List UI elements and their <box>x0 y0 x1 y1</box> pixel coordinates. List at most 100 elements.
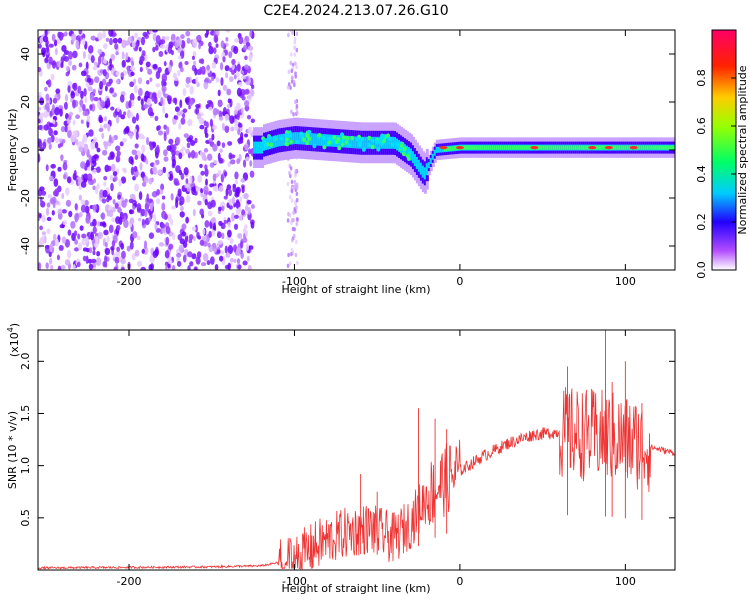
bottom-x-tick-label: 100 <box>615 575 636 588</box>
spectrogram-cell <box>152 250 158 259</box>
spectrogram-cell <box>471 145 475 150</box>
spectrogram-cell <box>220 77 224 86</box>
top-x-tick-label: -200 <box>117 275 142 288</box>
spectrogram-cell <box>182 108 188 113</box>
spectrogram-cell <box>52 97 58 104</box>
spectrogram-cell <box>109 87 114 94</box>
top-y-tick-label: 40 <box>19 47 32 61</box>
spectrogram-cell <box>80 119 84 124</box>
spectrogram-cell <box>290 251 293 257</box>
spectrogram-cell <box>294 239 298 245</box>
spectrogram-cell <box>292 217 295 223</box>
spectrogram-cell <box>251 84 255 90</box>
spectrogram-cell <box>568 145 572 150</box>
spectrogram-cell <box>658 145 662 150</box>
spectrogram-cell <box>236 102 241 111</box>
spectrogram-cell <box>234 179 239 185</box>
spectrogram-cell <box>366 136 370 149</box>
spectrogram-cell <box>185 30 191 37</box>
spectrogram-cell <box>337 145 342 151</box>
spectrogram-cell <box>105 37 110 42</box>
spectrogram-cell <box>192 208 196 217</box>
spectrogram-cell <box>274 135 278 148</box>
spectrogram-cell <box>41 231 47 236</box>
spectrogram-peak <box>455 146 464 150</box>
spectrogram-cell <box>115 155 121 163</box>
spectrogram-cell <box>115 145 121 152</box>
spectrogram-cell <box>580 145 584 150</box>
spectrogram-cell <box>358 142 363 147</box>
spectrogram-cell <box>215 43 219 48</box>
spectrogram-cell <box>116 106 120 112</box>
spectrogram-cell <box>97 231 103 239</box>
spectrogram-cell <box>295 205 298 210</box>
spectrogram-cell <box>235 247 241 257</box>
spectrogram-cell <box>83 143 89 153</box>
spectrogram-cell <box>345 135 350 141</box>
y-multiplier-exponent: 4 <box>6 327 15 332</box>
spectrogram-cell <box>190 150 196 159</box>
spectrogram-cell <box>499 145 503 150</box>
spectrogram-cell <box>213 47 217 55</box>
spectrogram-cell <box>341 135 346 140</box>
spectrogram-cell <box>284 141 289 147</box>
spectrogram-cell <box>152 46 156 53</box>
spectrogram-cell <box>261 141 265 154</box>
spectrogram-cell <box>72 99 76 109</box>
spectrogram-cell <box>72 50 78 59</box>
spectrogram-cell <box>199 208 205 216</box>
spectrogram-cell <box>463 145 467 150</box>
spectrogram-cell <box>586 145 590 150</box>
spectrogram-cell <box>210 199 216 208</box>
spectrogram-cell <box>191 253 197 260</box>
spectrogram-cell <box>39 97 45 106</box>
spectrogram-cell <box>110 53 116 61</box>
spectrogram-cell <box>262 138 267 144</box>
spectrogram-cell <box>102 149 108 156</box>
spectrogram-cell <box>405 153 410 158</box>
y-multiplier-base: (x10 <box>8 332 21 357</box>
spectrogram-cell <box>290 52 293 57</box>
spectrogram-cell <box>479 145 483 150</box>
spectrogram-cell <box>242 159 247 168</box>
spectrogram-cell <box>183 133 189 138</box>
spectrogram-cell <box>556 145 560 150</box>
spectrogram-cell <box>296 260 299 266</box>
spectrogram-cell <box>618 145 622 150</box>
spectrogram-cell <box>134 154 139 161</box>
spectrogram-cell <box>38 140 43 149</box>
spectrogram-cell <box>164 250 170 259</box>
spectrogram-cell <box>218 116 224 121</box>
spectrogram-cell <box>199 163 203 168</box>
spectrogram-cell <box>61 44 67 53</box>
spectrogram-cell <box>92 185 96 191</box>
spectrogram-cell <box>106 97 110 106</box>
spectrogram-cell <box>97 55 102 65</box>
spectrogram-cell <box>77 176 81 186</box>
spectrogram-cell <box>66 176 72 184</box>
spectrogram-cell <box>493 145 497 150</box>
spectrogram-cell <box>114 256 120 264</box>
spectrogram-cell <box>287 82 291 87</box>
spectrogram-cell <box>160 183 165 191</box>
spectrogram-cell <box>70 135 76 143</box>
colorbar-tick-label: 0.0 <box>695 261 708 279</box>
spectrogram-cell <box>431 153 435 160</box>
spectrogram-cell <box>88 129 94 137</box>
spectrogram-cell <box>82 50 86 59</box>
spectrogram-cell <box>135 112 139 122</box>
spectrogram-cell <box>95 257 102 267</box>
spectrogram-cell <box>78 106 83 113</box>
spectrogram-cell <box>231 58 236 66</box>
spectrogram-cell <box>88 247 93 254</box>
spectrogram-cell <box>154 115 159 122</box>
spectrogram-cell <box>140 98 144 106</box>
spectrogram-cell <box>115 51 119 56</box>
spectrogram-cell <box>242 237 248 243</box>
spectrogram-cell <box>84 199 89 206</box>
spectrogram-cell <box>168 259 173 265</box>
spectrogram-cell <box>241 186 245 194</box>
spectrogram-cell <box>134 183 140 192</box>
spectrogram-cell <box>312 143 317 149</box>
spectrogram-cell <box>100 100 106 108</box>
